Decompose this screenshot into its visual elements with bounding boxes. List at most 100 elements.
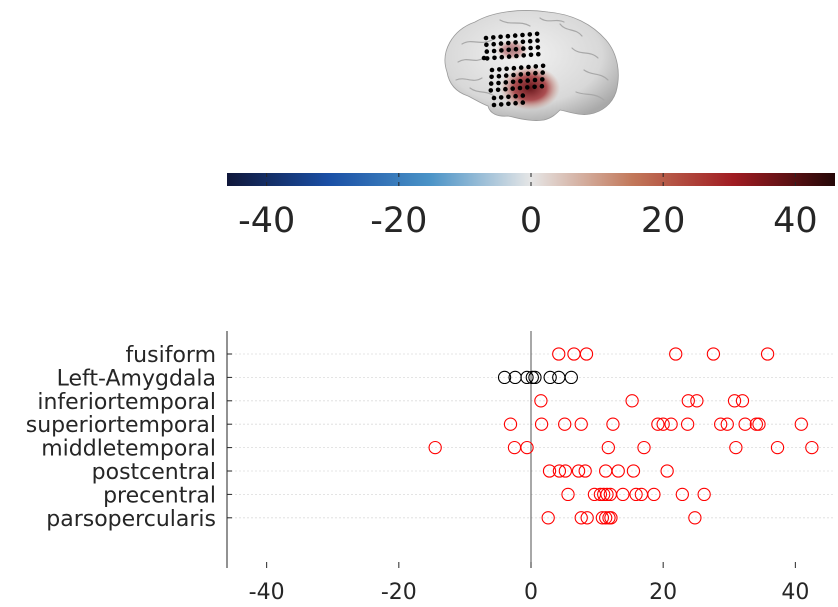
point-postcentral [626,464,641,478]
point-inferiortemporal [681,394,695,408]
point-middletemporal [428,440,442,455]
electrode [506,54,512,59]
point-parsopercularis [599,511,613,525]
electrode [525,78,530,83]
point-middletemporal [729,440,743,455]
electrode [518,65,524,70]
point-inferiortemporal [534,394,548,408]
point-superiortemporal [714,417,728,431]
electrode [520,32,525,38]
x-tick-label: 0 [524,580,538,603]
electrode [489,67,495,73]
electrode [540,63,546,69]
electrode [503,73,509,78]
point-middletemporal [805,440,819,455]
electrode-grids [481,31,546,108]
point-fusiform [706,347,721,361]
point-left-amygdala [520,370,534,385]
point-inferiortemporal [625,394,639,408]
point-postcentral [660,464,674,478]
point-fusiform [552,347,566,361]
electrode [496,80,501,86]
colorbar-tick-label: -40 [238,201,295,241]
electrode [488,81,494,86]
point-inferiortemporal [727,394,742,408]
electrode [513,93,518,99]
electrode [534,31,540,37]
y-axis-tick-labels: fusiformLeft-Amygdalainferiortemporalsup… [26,343,216,532]
electrode [504,66,509,72]
point-superiortemporal [752,417,766,431]
point-superiortemporal [738,417,752,431]
electrode [492,55,497,61]
electrode [525,71,531,77]
electrode [528,52,534,58]
x-tick-label: -20 [381,580,417,603]
electrode [503,80,509,85]
point-superiortemporal [503,417,518,431]
electrode [510,79,516,85]
point-precentral [697,487,711,502]
electrode [512,33,518,38]
electrode [481,55,487,61]
electrode [510,86,515,91]
point-left-amygdala [543,370,557,385]
y-tick-label: Left-Amygdala [57,366,216,391]
colorbar-bar [227,173,835,186]
point-superiortemporal [664,417,678,431]
point-postcentral [542,464,557,478]
brain-surface-icon [444,10,619,121]
electrode [491,35,496,40]
electrode [495,87,501,93]
electrode [540,77,545,82]
point-postcentral [611,464,625,478]
electrode [484,49,490,54]
electrode [536,51,541,57]
point-precentral [561,487,575,502]
point-postcentral [558,464,573,478]
point-inferiortemporal [735,394,750,408]
point-middletemporal [770,440,785,455]
electrode [506,101,511,107]
point-superiortemporal [651,417,665,431]
point-precentral [600,487,614,502]
electrode [514,53,519,59]
colorbar-tick-label: -20 [370,201,427,241]
point-left-amygdala [528,370,542,385]
y-tick-label: fusiform [125,343,216,368]
colorbar-tick-label: 20 [641,201,686,241]
y-tick-label: precentral [103,483,216,508]
electrode [499,54,505,60]
electrode [513,100,518,106]
electrode [511,72,516,78]
electrode [526,64,531,70]
point-parsopercularis [604,511,618,525]
y-tick-label: superiortemporal [26,413,216,438]
point-middletemporal [601,440,615,455]
electrode [491,102,497,108]
electrode [497,67,502,72]
electrode [484,42,489,48]
point-precentral [616,487,630,502]
point-postcentral [571,464,586,478]
electrode [518,72,524,77]
y-axis-ticks [227,353,232,519]
point-parsopercularis [574,511,588,525]
electrode [491,95,497,101]
point-parsopercularis [541,511,555,525]
electrode [532,84,537,90]
electrode [533,64,539,69]
colorbar-tick-label: 0 [520,201,542,241]
electrode [491,48,497,54]
electrode [498,34,503,40]
point-parsopercularis [580,511,594,525]
point-precentral [675,487,689,502]
electrode [539,83,545,89]
electrode [506,40,511,46]
electrode [517,85,523,91]
data-points [428,347,819,525]
electrode [535,38,540,43]
x-axis-ticks [266,562,796,568]
point-superiortemporal [558,417,572,431]
